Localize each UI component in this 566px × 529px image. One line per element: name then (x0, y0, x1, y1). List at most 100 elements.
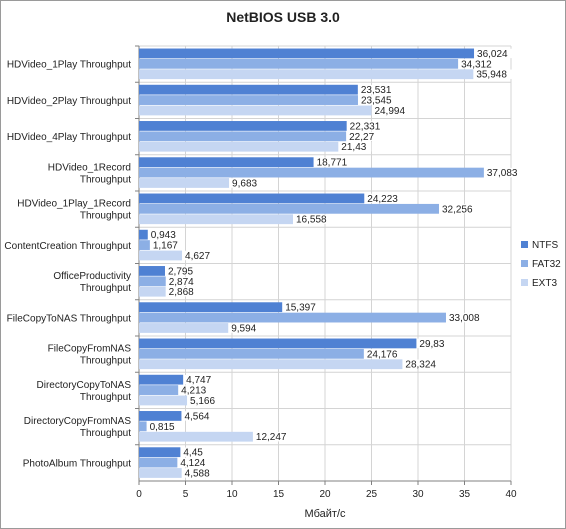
category-label: Throughput (80, 392, 131, 403)
bar (139, 84, 358, 95)
bar (139, 69, 474, 80)
bar (139, 95, 358, 105)
data-label: 4,627 (185, 251, 210, 262)
bar (139, 178, 230, 188)
data-label-bg (230, 178, 263, 188)
data-label-bg (347, 121, 386, 131)
data-label: 22,27 (349, 132, 374, 143)
data-label-bg (178, 457, 211, 468)
category-label: ContentCreation Throughput (4, 241, 131, 252)
bar (139, 157, 314, 168)
data-label-bg (253, 432, 292, 442)
data-label: 16,558 (296, 215, 327, 226)
category-label: OfficeProductivity (53, 271, 131, 282)
category-label: FileCopyToNAS Throughput (7, 313, 132, 324)
data-label: 9,594 (231, 323, 256, 334)
data-label: 2,795 (168, 266, 193, 277)
bar (139, 323, 229, 333)
x-tick-label: 30 (412, 489, 424, 500)
data-label-bg (293, 214, 332, 224)
bar (139, 431, 253, 442)
bar (139, 447, 181, 458)
category-label: HDVideo_4Play Throughput (7, 132, 131, 143)
bar (139, 105, 372, 116)
legend-entry: NTFS (532, 240, 558, 251)
category-label: DirectoryCopyFromNAS (24, 416, 132, 427)
data-label: 29,83 (419, 339, 444, 350)
data-label-bg (403, 359, 442, 369)
category-label: HDVideo_2Play Throughput (7, 96, 131, 107)
data-label-bg (364, 349, 403, 359)
data-label: 21,43 (341, 142, 366, 153)
data-label: 4,588 (185, 468, 210, 479)
x-tick-label: 40 (505, 489, 517, 500)
category-label: HDVideo_1Play_1Record (17, 199, 131, 210)
data-label-bg (484, 167, 523, 178)
bar (139, 121, 347, 131)
data-label-bg (339, 142, 372, 152)
bar (139, 338, 417, 349)
bar (139, 395, 188, 406)
data-label: 0,943 (151, 230, 176, 241)
bar (139, 193, 365, 204)
data-label-bg (475, 48, 513, 59)
data-label: 18,771 (317, 158, 348, 169)
data-label: 24,994 (374, 106, 405, 117)
data-label: 24,223 (367, 194, 398, 205)
data-label: 22,331 (350, 121, 381, 132)
bar (139, 229, 148, 240)
data-label: 4,564 (184, 411, 209, 422)
data-label: 12,247 (256, 432, 287, 443)
data-label-bg (474, 69, 512, 79)
data-label: 9,683 (232, 178, 257, 189)
bar (139, 421, 147, 432)
x-axis-title: Мбайт/с (304, 508, 346, 520)
data-label-bg (347, 131, 380, 142)
data-label: 28,324 (405, 360, 436, 371)
bar (139, 58, 459, 69)
bar (139, 359, 403, 370)
x-tick-label: 15 (273, 489, 285, 500)
category-label: Throughput (80, 174, 131, 185)
bar (139, 240, 150, 250)
data-label: 0,815 (150, 422, 175, 433)
bar (139, 468, 182, 478)
bar (139, 457, 178, 468)
data-label-bg (439, 204, 478, 214)
bar (139, 286, 166, 297)
category-label: DirectoryCopyToNAS (37, 380, 132, 391)
bar (139, 312, 446, 323)
bar (139, 48, 475, 59)
data-label: 4,213 (181, 386, 206, 397)
bar (139, 141, 339, 152)
legend-swatch (521, 260, 528, 267)
data-label-bg (183, 250, 216, 261)
data-label: 4,45 (183, 448, 203, 459)
data-label-bg (459, 59, 497, 69)
bar (139, 203, 439, 214)
data-label: 4,124 (180, 458, 205, 469)
data-label-bg (148, 229, 181, 240)
chart-title: NetBIOS USB 3.0 (226, 9, 340, 25)
legend-entry: EXT3 (532, 278, 557, 289)
data-label-bg (166, 276, 199, 287)
category-label: Throughput (80, 356, 131, 367)
data-label-bg (150, 240, 183, 250)
data-label: 34,312 (461, 59, 492, 70)
bar (139, 250, 183, 261)
data-label-bg (182, 468, 215, 478)
data-label-bg (166, 287, 199, 297)
category-label: Throughput (80, 283, 131, 294)
x-tick-label: 35 (459, 489, 471, 500)
data-label-bg (358, 95, 397, 105)
x-tick-label: 25 (366, 489, 378, 500)
bar (139, 411, 182, 421)
bar (139, 385, 179, 395)
data-label-bg (184, 374, 217, 385)
data-label: 33,008 (449, 313, 480, 324)
category-label: HDVideo_1Record (48, 162, 131, 173)
data-label-bg (446, 312, 485, 323)
bar (139, 214, 293, 225)
data-label: 4,747 (186, 375, 211, 386)
